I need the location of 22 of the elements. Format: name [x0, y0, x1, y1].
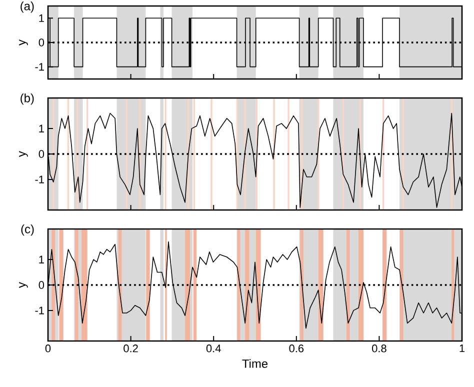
y-axis-title: y: [19, 40, 28, 46]
chart-title: (a): [20, 2, 34, 13]
y-tick-label: -1: [35, 63, 44, 71]
x-tick-label: 0.8: [372, 344, 386, 352]
y-tick-label: 1: [39, 14, 44, 22]
y-tick-label: 1: [39, 256, 44, 264]
x-tick-label: 1: [460, 344, 465, 352]
x-tick-label: 0.6: [289, 344, 304, 352]
x-tick-label: 0.4: [206, 344, 221, 352]
y-tick-label: 0: [38, 150, 44, 158]
y-tick-label: -1: [35, 176, 44, 184]
y-tick-label: 0: [38, 38, 44, 46]
y-axis-title: y: [19, 151, 28, 157]
x-tick-label: 0.2: [124, 344, 138, 352]
y-tick-label: 0: [38, 281, 44, 289]
y-axis-title: y: [19, 282, 28, 288]
chart-title: (c): [21, 224, 34, 236]
y-tick-label: 1: [39, 124, 44, 132]
x-tick-label: 0: [45, 344, 51, 352]
x-axis-title: Time: [242, 359, 268, 368]
y-tick-label: -1: [35, 306, 44, 314]
chart-title: (b): [20, 94, 34, 105]
